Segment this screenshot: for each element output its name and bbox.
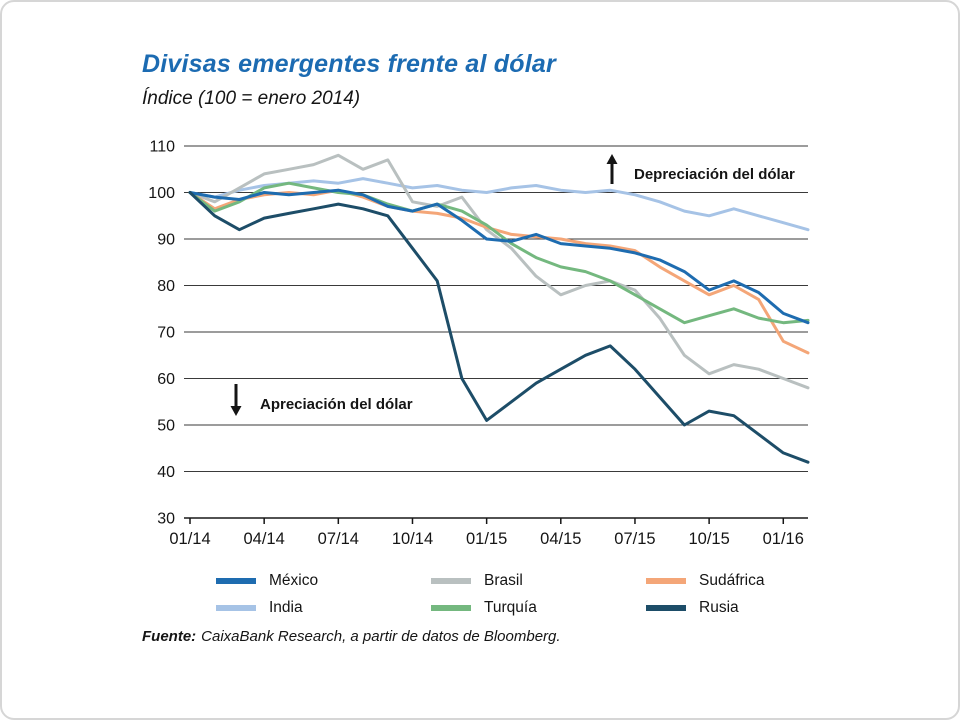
legend-swatch-rusia xyxy=(646,605,686,611)
y-tick-label: 100 xyxy=(148,185,175,202)
y-tick-label: 110 xyxy=(149,139,175,156)
y-tick-label: 80 xyxy=(157,278,175,295)
x-tick-label: 01/16 xyxy=(763,530,804,548)
x-tick-label: 01/14 xyxy=(169,530,210,548)
down-arrow-icon xyxy=(230,384,242,416)
x-tick-label: 10/15 xyxy=(688,530,729,548)
legend-label: Rusia xyxy=(699,599,739,616)
series-line-sudafrica xyxy=(188,188,810,355)
x-tick-label: 04/15 xyxy=(540,530,581,548)
series-line-mexico xyxy=(188,188,810,325)
series-line-india xyxy=(188,177,810,232)
legend-label: Turquía xyxy=(484,599,537,616)
legend-swatch-india xyxy=(216,605,256,611)
legend-item-rusia: Rusia xyxy=(646,599,861,617)
legend-swatch-brasil xyxy=(431,578,471,584)
legend-label: Sudáfrica xyxy=(699,572,765,589)
annotation-text: Apreciación del dólar xyxy=(260,396,413,413)
chart-canvas: 110 100 90 80 70 60 50 40 30 01/14 04/14 07/14 10/14… xyxy=(148,139,810,548)
chart-title: Divisas emergentes frente al dólar xyxy=(142,50,556,78)
x-tick-label: 01/15 xyxy=(466,530,507,548)
legend-label: Brasil xyxy=(484,572,523,589)
legend-item-turquia: Turquía xyxy=(431,599,646,617)
legend-swatch-mexico xyxy=(216,578,256,584)
legend-swatch-turquia xyxy=(431,605,471,611)
y-tick-label: 40 xyxy=(157,464,175,481)
up-arrow-icon xyxy=(606,154,618,184)
y-tick-label: 30 xyxy=(157,511,175,528)
y-tick-label: 70 xyxy=(157,325,175,342)
y-tick-label: 50 xyxy=(157,418,175,435)
source-text: CaixaBank Research, a partir de datos de… xyxy=(201,628,561,645)
legend-item-mexico: México xyxy=(216,572,431,590)
legend-label: India xyxy=(269,599,303,616)
source-note: Fuente: CaixaBank Research, a partir de d… xyxy=(142,628,561,645)
chart-area: 110 100 90 80 70 60 50 40 30 01/14 04/14 07/14 10/14… xyxy=(140,132,830,554)
legend-item-brasil: Brasil xyxy=(431,572,646,590)
legend-item-sudafrica: Sudáfrica xyxy=(646,572,861,590)
series-line-turquia xyxy=(188,181,810,325)
x-tick-label: 07/14 xyxy=(318,530,359,548)
annotation-text: Depreciación del dólar xyxy=(634,166,795,183)
x-tick-label: 04/14 xyxy=(244,530,285,548)
y-tick-label: 60 xyxy=(157,371,175,388)
series-line-rusia xyxy=(188,191,810,464)
source-label: Fuente: xyxy=(142,628,197,645)
x-tick-label: 07/15 xyxy=(614,530,655,548)
x-tick-label: 10/14 xyxy=(392,530,433,548)
legend-label: México xyxy=(269,572,319,589)
legend-swatch-sudafrica xyxy=(646,578,686,584)
y-tick-label: 90 xyxy=(157,232,175,249)
chart-legend: México Brasil Sudáfrica India Turquía Rusia xyxy=(142,572,842,617)
chart-subtitle: Índice (100 = enero 2014) xyxy=(142,88,361,109)
legend-item-india: India xyxy=(216,599,431,617)
